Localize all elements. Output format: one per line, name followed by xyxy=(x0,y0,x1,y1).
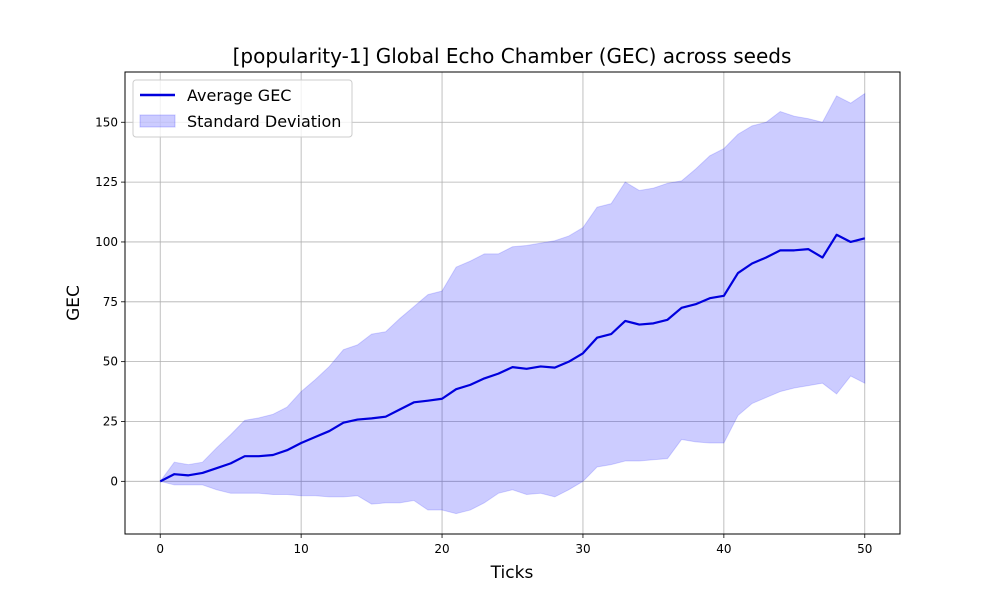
x-tick-label-40: 40 xyxy=(716,542,731,556)
x-tick-label-30: 30 xyxy=(575,542,590,556)
legend: Average GEC Standard Deviation xyxy=(132,79,353,138)
legend-label-average: Average GEC xyxy=(187,86,291,105)
tick-layer: 0 10 20 30 40 50 0 25 50 75 100 125 150 xyxy=(95,115,872,556)
y-tick-label-125: 125 xyxy=(95,175,118,189)
std-deviation-band xyxy=(159,92,866,515)
std-band-layer xyxy=(159,92,866,515)
y-tick-label-75: 75 xyxy=(103,295,118,309)
y-tick-label-100: 100 xyxy=(95,235,118,249)
x-axis-title: Ticks xyxy=(490,563,534,583)
legend-band-swatch xyxy=(139,114,176,128)
x-tick-label-0: 0 xyxy=(156,542,164,556)
y-tick-label-50: 50 xyxy=(103,355,118,369)
legend-label-std: Standard Deviation xyxy=(187,112,341,131)
x-tick-label-20: 20 xyxy=(434,542,449,556)
y-axis-title: GEC xyxy=(64,285,84,321)
average-line-layer xyxy=(159,233,866,483)
legend-box xyxy=(132,79,353,138)
plot-frame xyxy=(124,71,901,535)
x-tick-label-10: 10 xyxy=(293,542,308,556)
y-tick-label-25: 25 xyxy=(103,414,118,428)
y-tick-label-0: 0 xyxy=(110,474,118,488)
x-tick-label-50: 50 xyxy=(857,542,872,556)
grid-lines xyxy=(125,72,900,534)
average-gec-line xyxy=(159,233,866,483)
y-tick-label-150: 150 xyxy=(95,115,118,129)
chart-title: [popularity-1] Global Echo Chamber (GEC)… xyxy=(233,44,792,68)
